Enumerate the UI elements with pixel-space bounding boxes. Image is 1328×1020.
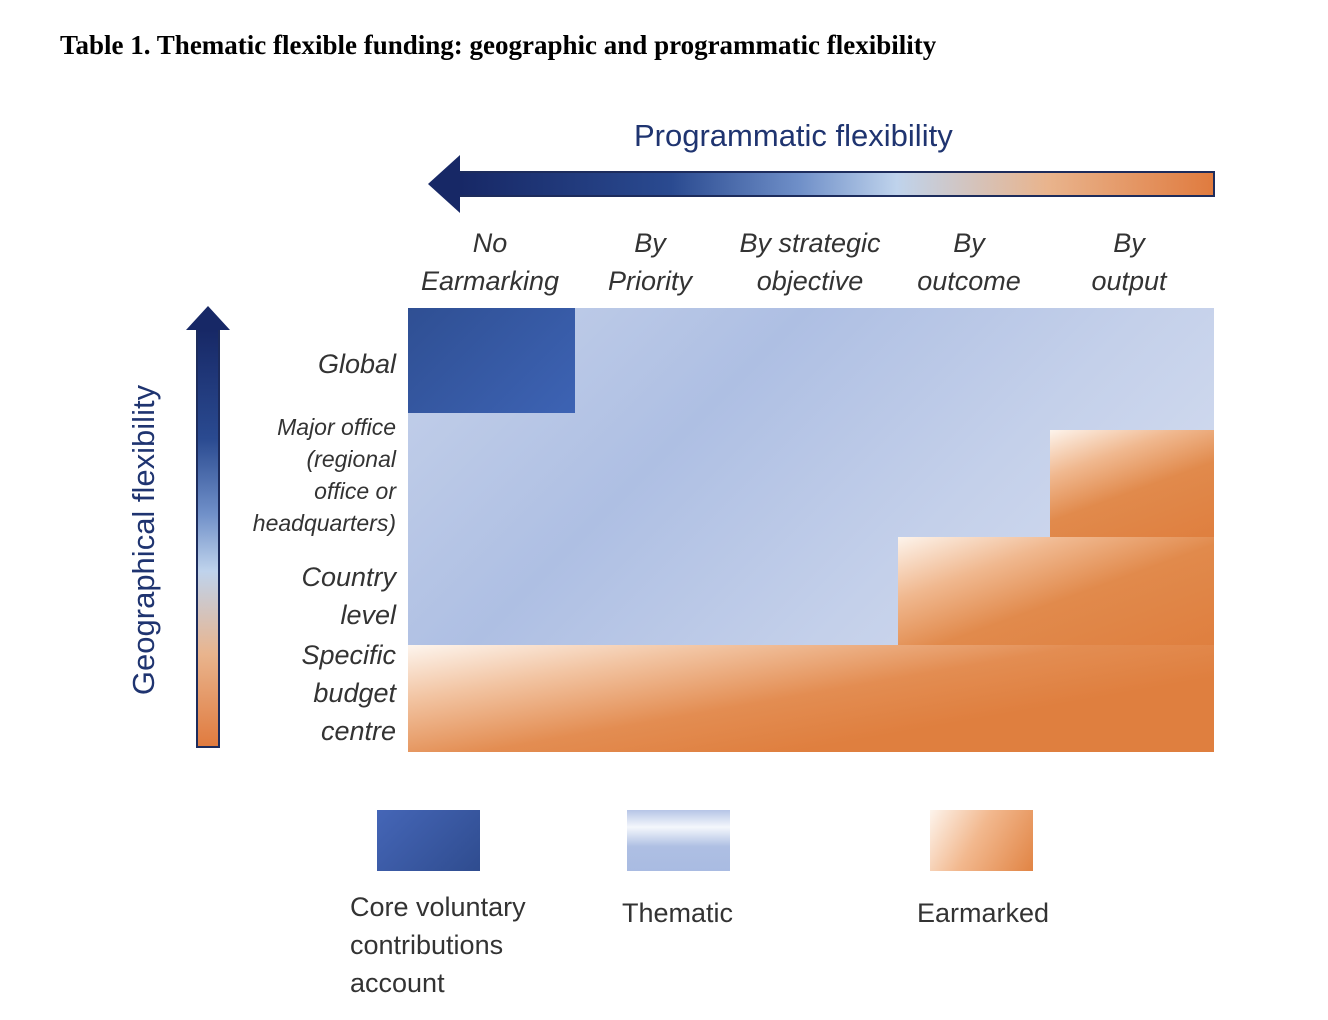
row-label-major-office: Major office (regional office or headqua… <box>253 411 396 539</box>
programmatic-flexibility-title: Programmatic flexibility <box>634 118 953 153</box>
row-label-specific-budget-centre: Specific budget centre <box>301 636 396 750</box>
row-label-line: level <box>340 600 396 630</box>
column-label-by-priority: By Priority <box>560 224 740 300</box>
column-label-by-output: By output <box>1039 224 1219 300</box>
row-label-line: office or <box>314 478 396 504</box>
row-label-line: Major office <box>277 414 396 440</box>
row-label-line: Global <box>317 349 396 379</box>
row-label-line: centre <box>320 716 396 746</box>
column-label-line: By <box>1113 228 1145 258</box>
legend-swatch-core <box>377 810 480 871</box>
row-label-line: headquarters) <box>252 510 396 536</box>
legend-swatch-earmarked <box>930 810 1033 871</box>
legend-label-earmarked: Earmarked <box>917 898 1050 928</box>
column-label-line: output <box>1091 266 1167 296</box>
legend-label-line: Core voluntary <box>350 892 526 922</box>
legend-label-core: Core voluntary contributions account <box>350 888 526 1002</box>
column-label-line: objective <box>756 266 864 296</box>
column-label-line: Priority <box>607 266 692 296</box>
column-label-by-strategic-objective: By strategic objective <box>720 224 900 300</box>
row-label-line: budget <box>313 678 396 708</box>
earmarked-block-major-office <box>1050 430 1214 537</box>
legend-label-line: account <box>350 968 445 998</box>
programmatic-flexibility-arrow-bar <box>458 171 1215 197</box>
left-arrow-icon <box>428 155 460 213</box>
geographical-flexibility-title: Geographical flexibility <box>126 384 161 696</box>
row-label-country-level: Country level <box>301 558 396 634</box>
row-label-global: Global <box>318 345 396 383</box>
column-label-by-outcome: By outcome <box>879 224 1059 300</box>
earmarked-block-country-level <box>898 537 1214 645</box>
row-label-line: (regional <box>306 446 397 472</box>
legend-swatch-thematic <box>627 810 730 871</box>
column-label-no-earmarking: No Earmarking <box>400 224 580 300</box>
core-funding-block <box>408 308 575 413</box>
legend-label-thematic: Thematic <box>622 898 734 928</box>
up-arrow-icon <box>186 306 230 330</box>
legend-label-line: contributions <box>350 930 504 960</box>
column-label-line: By strategic <box>739 228 881 258</box>
column-label-line: By <box>953 228 985 258</box>
column-label-line: By <box>634 228 666 258</box>
column-label-line: outcome <box>917 266 1021 296</box>
table-title: Table 1. Thematic flexible funding: geog… <box>60 30 937 60</box>
earmarked-block-specific-budget-centre <box>408 645 1214 752</box>
column-label-line: No <box>472 228 508 258</box>
row-label-line: Country <box>301 562 396 592</box>
row-label-line: Specific <box>301 640 396 670</box>
geographical-flexibility-arrow-bar <box>196 328 220 748</box>
column-label-line: Earmarking <box>420 266 560 296</box>
